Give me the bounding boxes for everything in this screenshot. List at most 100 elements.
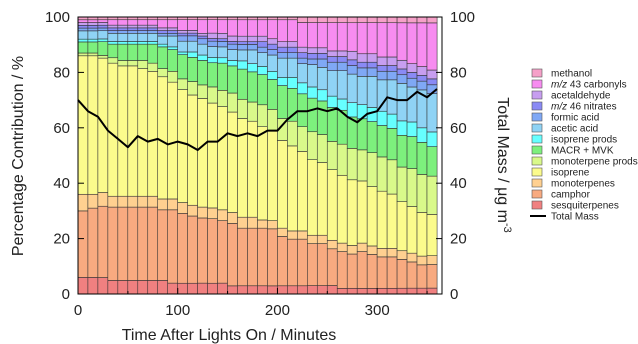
bar-segment-camphor [227,223,238,287]
bar-segment-acetic_acid [167,35,179,48]
bar-segment-acetic_acid [257,52,268,67]
bar-segment-methanol [297,16,308,23]
bar-segment-isoprene_prods [137,41,149,45]
bar-segment-monoterpenes [197,206,209,219]
bar-segment-sesquiterpenes [336,288,348,295]
bar-segment-isoprene_prods [416,127,428,143]
bar-segment-monoterpenes [386,248,398,258]
bar-segment-isoprene [197,98,209,208]
bar-segment-mz46_nitrates [207,38,218,42]
bar-segment-acetaldehyde [227,35,238,42]
bar-segment-isoprene_prods [177,51,189,55]
right-y-tick-label: 100 [450,9,475,26]
bar-segment-formic_acid [107,30,119,34]
bar-segment-macr_mvk [187,57,199,82]
bar-segment-sesquiterpenes [376,287,388,295]
stacked-bars [77,16,438,295]
right-y-axis-title-exponent: -3 [501,223,513,233]
bar-segment-camphor [277,236,288,287]
bar-segment-camphor [147,206,159,281]
bar-segment-mz43_carbonyls [336,22,348,52]
bar-segment-mz43_carbonyls [147,19,159,26]
legend-label: m/z 43 carbonyls [551,80,627,91]
bar-segment-mz46_nitrates [426,78,438,86]
bar-segment-monoterpenes [267,220,278,230]
bar-segment-mz46_nitrates [416,75,428,82]
bar-segment-acetic_acid [197,43,209,56]
bar-segment-mz43_carbonyls [227,19,238,37]
bar-segment-mz43_carbonyls [346,22,358,52]
bar-segment-monoterpene_prods [346,148,358,181]
bar-segment-monoterpenes [157,198,169,211]
bar-segment-isoprene_prods [147,41,159,45]
bar-segment-mz46_nitrates [237,41,248,45]
bar-segment-acetic_acid [107,32,119,42]
bar-segment-monoterpenes [396,250,408,260]
bar-segment-isoprene_prods [277,77,288,86]
bar-segment-formic_acid [396,74,408,84]
bar-segment-formic_acid [247,44,258,51]
bar-segment-mz46_nitrates [326,56,338,63]
bar-segment-acetic_acid [247,49,258,64]
bar-segment-sesquiterpenes [306,285,318,295]
bar-segment-monoterpene_prods [376,156,388,192]
bar-segment-isoprene_prods [117,41,129,45]
bar-segment-methanol [366,16,378,23]
bar-segment-monoterpenes [297,230,308,240]
legend-label: isoprene [551,168,590,179]
bar-segment-sesquiterpenes [137,280,149,295]
bar-segment-monoterpenes [177,202,189,214]
bar-segment-monoterpene_prods [217,90,228,107]
right-y-axis-ticks: 0 20 40 60 80 100 [436,9,475,303]
bar-segment-mz46_nitrates [97,24,109,29]
legend-swatch [531,90,543,100]
bar-segment-isoprene [386,193,398,249]
bar-segment-macr_mvk [247,71,258,103]
bar-segment-mz46_nitrates [247,41,258,45]
bar-segment-macr_mvk [77,41,89,54]
bar-segment-formic_acid [167,32,179,37]
bar-segment-mz46_nitrates [267,43,278,50]
bar-segment-acetic_acid [396,83,408,122]
bar-segment-monoterpenes [247,216,258,229]
bar-segment-mz46_nitrates [87,25,99,29]
bar-segment-methanol [406,16,418,24]
bar-segment-acetaldehyde [306,47,318,54]
right-y-tick-label: 0 [450,286,458,303]
bar-segment-monoterpene_prods [366,152,378,187]
bar-segment-formic_acid [97,27,109,32]
bar-segment-isoprene_prods [316,89,328,102]
bar-segment-macr_mvk [406,136,418,169]
bar-segment-camphor [386,256,398,289]
bar-segment-mz46_nitrates [157,30,169,34]
bar-segment-camphor [297,238,308,287]
bar-segment-sesquiterpenes [267,285,278,295]
bar-segment-isoprene_prods [287,77,298,89]
left-y-tick-label: 40 [53,175,70,192]
bar-segment-formic_acid [366,67,378,77]
bar-segment-isoprene [127,65,139,197]
bar-segment-monoterpene_prods [237,98,248,119]
bar-segment-sesquiterpenes [107,280,119,295]
bar-segment-sesquiterpenes [247,285,258,295]
bar-segment-monoterpene_prods [77,52,89,57]
bar-segment-isoprene [366,186,378,247]
bar-segment-camphor [257,227,268,287]
bar-segment-mz43_carbonyls [97,19,109,23]
bar-segment-acetaldehyde [326,50,338,57]
bar-segment-mz43_carbonyls [297,22,308,48]
bar-segment-monoterpene_prods [187,81,199,96]
bar-segment-acetaldehyde [157,27,169,31]
bar-segment-isoprene [147,71,159,197]
bar-segment-mz43_carbonyls [356,22,368,55]
bar-segment-sesquiterpenes [237,285,248,295]
bar-segment-acetic_acid [117,32,129,42]
bar-segment-acetic_acid [207,46,218,58]
bar-segment-monoterpene_prods [137,60,149,69]
bar-segment-acetic_acid [306,64,318,88]
bar-segment-macr_mvk [356,118,368,151]
bar-segment-acetaldehyde [287,41,298,48]
bar-segment-acetic_acid [267,54,278,72]
bar-segment-mz43_carbonyls [406,22,418,64]
bar-segment-acetic_acid [87,30,99,40]
